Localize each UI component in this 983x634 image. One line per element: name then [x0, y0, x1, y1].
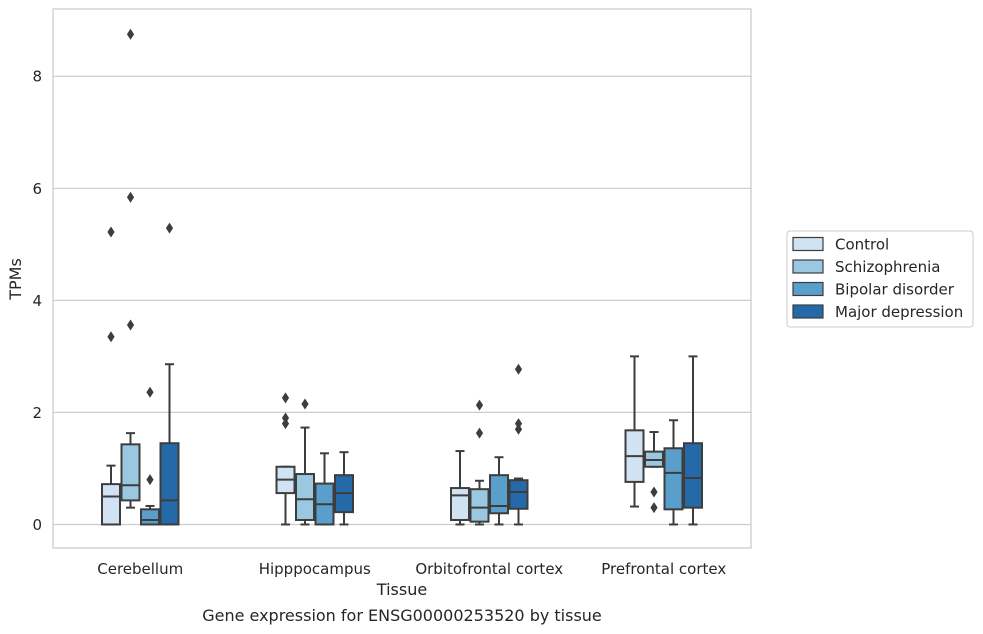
- box-body: [469, 488, 490, 523]
- box-body: [295, 473, 315, 521]
- outlier-point: [475, 427, 484, 439]
- outlier-point: [514, 363, 523, 375]
- x-tick-label: Cerebellum: [97, 560, 183, 578]
- outlier-point: [146, 474, 154, 486]
- y-tick-labels: 0 2 4 6 8: [32, 68, 42, 534]
- box-2-3: [508, 363, 529, 526]
- box-1-2: [314, 452, 335, 526]
- plot-frame: [52, 8, 752, 549]
- box-3-3: [683, 355, 703, 526]
- box-2-0: [450, 450, 470, 526]
- box-2-1: [469, 399, 490, 526]
- box-1-3: [334, 451, 354, 526]
- x-tick-label: Prefrontal cortex: [601, 560, 726, 578]
- box-body: [489, 474, 509, 515]
- legend-items: Control Schizophrenia Bipolar disorder Majo…: [792, 236, 963, 321]
- box-3-2: [663, 419, 684, 526]
- legend-swatch: [792, 281, 824, 297]
- box-body: [683, 442, 703, 509]
- legend: Control Schizophrenia Bipolar disorder Majo…: [786, 230, 974, 328]
- outlier-point: [126, 191, 135, 203]
- box-body: [663, 447, 684, 511]
- x-tick-label: Hipppocampus: [259, 560, 371, 578]
- y-axis-title: TPMs: [6, 258, 25, 301]
- x-tick-labels: Cerebellum Hipppocampus Orbitofrontal cort…: [97, 560, 726, 578]
- outlier-point: [650, 486, 658, 498]
- outlier-point: [650, 502, 658, 514]
- box-body: [120, 443, 141, 502]
- chart-caption: Gene expression for ENSG00000253520 by t…: [202, 606, 602, 625]
- legend-swatch: [792, 259, 824, 274]
- outlier-point: [514, 423, 523, 435]
- box-0-3: [159, 222, 180, 526]
- box-0-2: [140, 386, 160, 526]
- x-axis-title: Tissue: [376, 580, 427, 599]
- y-tick-label: 8: [32, 68, 42, 86]
- outlier-point: [301, 398, 309, 410]
- outlier-point: [281, 418, 290, 430]
- legend-label: Control: [835, 236, 889, 254]
- box-1-0: [275, 392, 296, 526]
- box-0-1: [120, 28, 141, 509]
- box-1-1: [295, 398, 315, 526]
- outlier-point: [514, 418, 523, 430]
- box-body: [140, 508, 160, 526]
- legend-label: Schizophrenia: [835, 258, 940, 276]
- outlier-point: [107, 331, 115, 343]
- outlier-point: [146, 386, 154, 398]
- legend-swatch: [792, 236, 824, 252]
- box-body: [508, 479, 529, 510]
- outlier-point: [126, 28, 135, 40]
- box-3-0: [624, 355, 645, 508]
- box-body: [450, 487, 470, 521]
- legend-swatch: [792, 304, 824, 319]
- legend-frame: [786, 230, 974, 328]
- box-body: [159, 442, 180, 526]
- outlier-point: [165, 222, 174, 234]
- box-0-0: [101, 226, 121, 526]
- box-body: [101, 483, 121, 526]
- y-tick-label: 4: [32, 292, 42, 310]
- box-groups: [101, 28, 703, 526]
- outlier-point: [281, 392, 290, 404]
- outlier-point: [126, 319, 135, 331]
- box-3-1: [644, 431, 664, 514]
- outlier-point: [107, 226, 115, 238]
- y-tick-label: 2: [32, 404, 42, 422]
- y-tick-label: 6: [32, 180, 42, 198]
- legend-label: Major depression: [835, 303, 963, 321]
- y-tick-label: 0: [32, 516, 42, 534]
- x-tick-label: Orbitofrontal cortex: [415, 560, 563, 578]
- box-2-2: [489, 456, 509, 526]
- outlier-point: [475, 399, 484, 411]
- outlier-point: [281, 412, 290, 424]
- legend-label: Bipolar disorder: [835, 281, 955, 299]
